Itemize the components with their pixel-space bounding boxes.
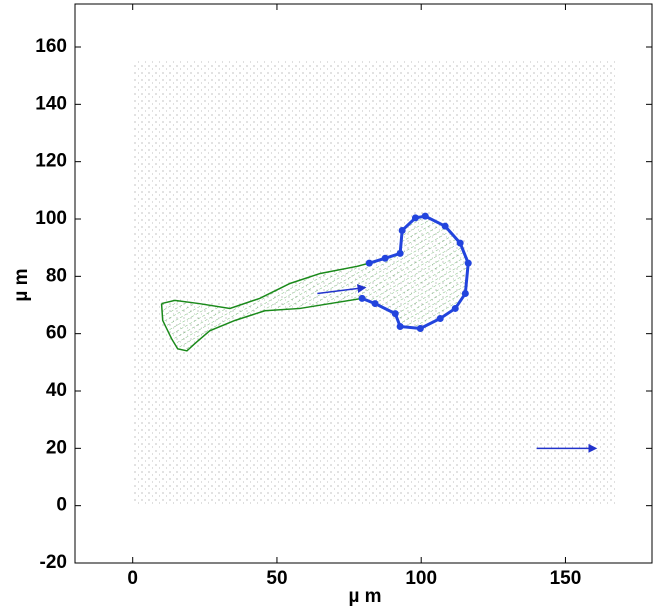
y-tick-label: 80 (46, 265, 67, 286)
edge-point (398, 226, 406, 234)
x-tick-label: 150 (550, 568, 582, 589)
x-axis-label: µ m (348, 586, 381, 607)
axes-box (74, 3, 653, 564)
x-tick-label: 0 (127, 568, 138, 589)
y-tick-label: 140 (35, 93, 67, 114)
y-tick-label: 120 (35, 151, 67, 172)
y-tick-label: 20 (46, 437, 67, 458)
arrow (317, 284, 367, 295)
edge-point (396, 323, 404, 330)
edge-point (461, 290, 469, 298)
edge-point (371, 300, 379, 308)
edge-point (421, 212, 429, 220)
edge-point (411, 214, 419, 222)
y-tick-label: 100 (35, 208, 67, 229)
edge-point (391, 310, 399, 318)
edge-point (456, 239, 464, 247)
edge-point (441, 222, 449, 230)
y-tick-label: 40 (46, 380, 67, 401)
edge-point (358, 294, 366, 302)
edge-point (416, 325, 424, 333)
y-tick-label: 60 (46, 323, 67, 344)
edge-point (436, 314, 444, 322)
x-tick-label: 50 (266, 568, 287, 589)
edge-point (451, 304, 459, 312)
y-tick-label: 160 (35, 36, 67, 57)
y-axis-label: µ m (11, 268, 32, 301)
x-tick-label: 100 (405, 568, 437, 589)
y-tick-label: 0 (56, 495, 67, 516)
edge-point (365, 259, 373, 267)
edge-point (381, 254, 389, 262)
y-tick-label: -20 (40, 552, 67, 573)
edge-point (464, 259, 472, 267)
edge-point (396, 249, 404, 257)
